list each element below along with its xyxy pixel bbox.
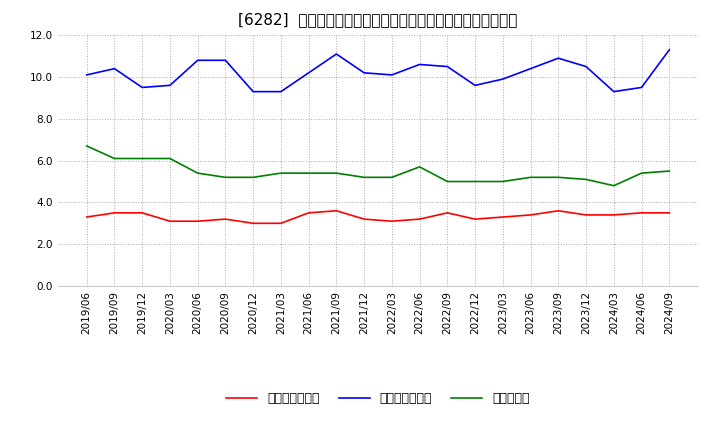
売上債権回転率 — [110, 210, 119, 216]
Legend: 売上債権回転率, 買入債務回転率, 在庫回転率: 売上債権回転率, 買入債務回転率, 在庫回転率 — [221, 387, 535, 410]
在庫回転率 — [582, 177, 590, 182]
売上債権回転率 — [194, 219, 202, 224]
在庫回転率 — [110, 156, 119, 161]
在庫回転率 — [221, 175, 230, 180]
売上債権回転率 — [166, 219, 174, 224]
在庫回転率 — [360, 175, 369, 180]
買入債務回転率 — [221, 58, 230, 63]
Line: 在庫回転率: 在庫回転率 — [86, 146, 670, 186]
買入債務回転率 — [249, 89, 258, 94]
在庫回転率 — [609, 183, 618, 188]
在庫回転率 — [332, 170, 341, 176]
売上債権回転率 — [637, 210, 646, 216]
売上債権回転率 — [387, 219, 396, 224]
在庫回転率 — [526, 175, 535, 180]
在庫回転率 — [276, 170, 285, 176]
在庫回転率 — [554, 175, 562, 180]
売上債権回転率 — [249, 221, 258, 226]
在庫回転率 — [443, 179, 451, 184]
買入債務回転率 — [582, 64, 590, 69]
買入債務回転率 — [637, 85, 646, 90]
売上債権回転率 — [582, 213, 590, 218]
Line: 買入債務回転率: 買入債務回転率 — [86, 50, 670, 92]
売上債権回転率 — [498, 214, 507, 220]
買入債務回転率 — [609, 89, 618, 94]
売上債権回転率 — [305, 210, 313, 216]
在庫回転率 — [305, 170, 313, 176]
在庫回転率 — [637, 170, 646, 176]
Line: 売上債権回転率: 売上債権回転率 — [86, 211, 670, 224]
買入債務回転率 — [332, 51, 341, 57]
買入債務回転率 — [526, 66, 535, 71]
売上債権回転率 — [415, 216, 424, 222]
買入債務回転率 — [471, 83, 480, 88]
買入債務回転率 — [498, 77, 507, 82]
売上債権回転率 — [443, 210, 451, 216]
売上債権回転率 — [471, 216, 480, 222]
買入債務回転率 — [554, 55, 562, 61]
買入債務回転率 — [387, 72, 396, 77]
在庫回転率 — [249, 175, 258, 180]
Title: [6282]  売上債権回転率、買入債務回転率、在庫回転率の推移: [6282] 売上債権回転率、買入債務回転率、在庫回転率の推移 — [238, 12, 518, 27]
買入債務回転率 — [110, 66, 119, 71]
売上債権回転率 — [82, 214, 91, 220]
買入債務回転率 — [360, 70, 369, 75]
買入債務回転率 — [665, 47, 674, 52]
売上債権回転率 — [554, 208, 562, 213]
在庫回転率 — [665, 169, 674, 174]
売上債権回転率 — [609, 213, 618, 218]
在庫回転率 — [194, 170, 202, 176]
在庫回転率 — [138, 156, 147, 161]
在庫回転率 — [82, 143, 91, 149]
買入債務回転率 — [166, 83, 174, 88]
買入債務回転率 — [82, 72, 91, 77]
買入債務回転率 — [194, 58, 202, 63]
買入債務回転率 — [415, 62, 424, 67]
売上債権回転率 — [360, 216, 369, 222]
売上債権回転率 — [332, 208, 341, 213]
在庫回転率 — [415, 164, 424, 169]
買入債務回転率 — [276, 89, 285, 94]
買入債務回転率 — [138, 85, 147, 90]
買入債務回転率 — [305, 70, 313, 75]
売上債権回転率 — [138, 210, 147, 216]
売上債権回転率 — [221, 216, 230, 222]
買入債務回転率 — [443, 64, 451, 69]
在庫回転率 — [471, 179, 480, 184]
在庫回転率 — [166, 156, 174, 161]
在庫回転率 — [498, 179, 507, 184]
売上債権回転率 — [665, 210, 674, 216]
売上債権回転率 — [526, 213, 535, 218]
売上債権回転率 — [276, 221, 285, 226]
在庫回転率 — [387, 175, 396, 180]
